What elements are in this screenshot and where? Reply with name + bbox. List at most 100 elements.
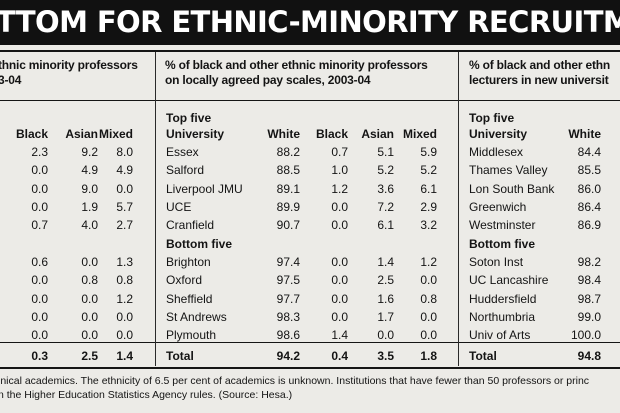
panel3-table-cell: 86.4 xyxy=(577,199,601,214)
panel3-table-cell: 98.7 xyxy=(577,291,601,306)
panel2-table-cell: 0.7 xyxy=(331,145,348,159)
panel1-table-cell: 0.0 xyxy=(81,309,98,324)
panel2-column-header: White xyxy=(267,127,300,141)
panel3-table-cell: 85.5 xyxy=(577,163,601,178)
panel2-table-cell: 6.1 xyxy=(377,218,394,233)
panel3-university-header: University xyxy=(469,127,528,141)
panel1-table-cell: 0.0 xyxy=(116,328,133,343)
panel2-table-cell: 2.5 xyxy=(377,273,394,288)
panel2-bottom-five-label: Bottom five xyxy=(166,237,232,251)
panel3-total-label: Total xyxy=(469,349,497,363)
panel2-table-cell: 98.3 xyxy=(276,309,300,324)
panel2-table-cell: 3.6 xyxy=(377,181,394,196)
panel3-university-name: Soton Inst xyxy=(469,255,524,269)
panel2-table-cell: 89.1 xyxy=(276,181,300,196)
panel2-table-cell: 5.1 xyxy=(377,145,394,159)
panel1-table-cell: 0.0 xyxy=(116,181,133,196)
panel3-university-name: Lon South Bank xyxy=(469,181,555,196)
panel1-table-cell: 0.0 xyxy=(116,309,133,324)
panel2-university-name: Essex xyxy=(166,145,199,159)
panel2-university-name: UCE xyxy=(166,199,192,214)
panel1-total-cell: 1.4 xyxy=(116,349,133,363)
panel2-table-cell: 1.2 xyxy=(420,255,437,269)
panel3-university-name: Westminster xyxy=(469,218,536,233)
panel1-table-cell: 1.9 xyxy=(81,199,98,214)
panel1-table-cell: 8.0 xyxy=(116,145,133,159)
column-divider-2 xyxy=(458,52,459,366)
panel3-university-name: Greenwich xyxy=(469,199,527,214)
panel2-table-cell: 97.4 xyxy=(276,255,300,269)
footnote-line-1: inical academics. The ethnicity of 6.5 p… xyxy=(0,375,590,387)
panel1-table-cell: 0.0 xyxy=(31,328,48,343)
panel1-total-cell: 0.3 xyxy=(31,349,48,363)
panel1-total-cell: 2.5 xyxy=(81,349,98,363)
panel1-table-cell: 0.7 xyxy=(31,218,48,233)
panel2-table-cell: 0.8 xyxy=(420,291,437,306)
panel1-table-cell: 0.8 xyxy=(116,273,133,288)
panel1-column-header: Mixed xyxy=(98,127,133,141)
panel2-table-cell: 1.2 xyxy=(331,181,348,196)
panel1-table-cell: 1.3 xyxy=(116,255,133,269)
panel2-table-cell: 5.2 xyxy=(420,163,437,178)
panel3-university-name: Thames Valley xyxy=(469,163,548,178)
panel3-bottom-five-label: Bottom five xyxy=(469,237,535,251)
panel2-table-cell: 89.9 xyxy=(276,199,300,214)
panel2-total-cell: 0.4 xyxy=(331,349,348,363)
header-rule xyxy=(0,100,620,101)
panel1-table-cell: 0.0 xyxy=(31,199,48,214)
panel2-table-cell: 97.7 xyxy=(276,291,300,306)
panel3-top-five-label: Top five xyxy=(469,110,515,125)
panel2-university-name: Liverpool JMU xyxy=(166,181,243,196)
panel2-heading-line-1: % of black and other ethnic minority pro… xyxy=(165,58,428,72)
panel2-table-cell: 1.7 xyxy=(377,309,394,324)
panel2-university-header: University xyxy=(166,127,225,141)
panel2-total-cell: 3.5 xyxy=(377,349,394,363)
panel1-column-header: Black xyxy=(15,127,48,141)
panel2-table-cell: 0.0 xyxy=(331,255,348,269)
panel3-table-cell: 86.0 xyxy=(577,181,601,196)
bottom-rule xyxy=(0,367,620,369)
panel2-table-cell: 0.0 xyxy=(331,199,348,214)
panel2-university-name: Sheffield xyxy=(166,291,213,306)
panel3-total-cell: 94.8 xyxy=(577,349,601,363)
panel2-table-cell: 7.2 xyxy=(377,199,394,214)
panel2-total-label: Total xyxy=(166,349,194,363)
panel3-column-header: White xyxy=(568,127,601,141)
panel1-table-cell: 2.3 xyxy=(31,145,48,159)
panel2-table-cell: 0.0 xyxy=(420,309,437,324)
panel1-table-cell: 4.9 xyxy=(81,163,98,178)
panel2-table-cell: 0.0 xyxy=(377,328,394,343)
panel2-table-cell: 1.4 xyxy=(331,328,348,343)
panel2-table-cell: 5.2 xyxy=(377,163,394,178)
panel2-university-name: Brighton xyxy=(166,255,211,269)
panel1-table-cell: 4.9 xyxy=(116,163,133,178)
panel1-table-cell: 4.0 xyxy=(81,218,98,233)
panel2-top-five-label: Top five xyxy=(166,110,212,125)
panel1-table-cell: 0.6 xyxy=(31,255,48,269)
panel3-university-name: UC Lancashire xyxy=(469,273,549,288)
panel1-table-cell: 0.0 xyxy=(81,255,98,269)
panel3-table-cell: 99.0 xyxy=(577,309,601,324)
panel2-university-name: Oxford xyxy=(166,273,203,288)
panel1-table-cell: 2.7 xyxy=(116,218,133,233)
panel2-university-name: Plymouth xyxy=(166,328,217,343)
panel3-table-cell: 98.4 xyxy=(577,273,601,288)
panel2-table-cell: 0.0 xyxy=(331,218,348,233)
panel2-table-cell: 0.0 xyxy=(420,328,437,343)
panel1-table-cell: 0.0 xyxy=(81,328,98,343)
panel2-column-header: Asian xyxy=(361,127,394,141)
panel2-column-header: Black xyxy=(315,127,348,141)
panel3-table-cell: 100.0 xyxy=(570,328,601,343)
panel3-table-cell: 98.2 xyxy=(577,255,601,269)
headline-title: TTOM FOR ETHNIC-MINORITY RECRUITMENT xyxy=(0,5,620,39)
panel1-table-cell: 0.0 xyxy=(31,273,48,288)
total-rule xyxy=(0,342,620,343)
panel2-table-cell: 5.9 xyxy=(420,145,437,159)
panel1-heading-line-2: 3-04 xyxy=(0,73,22,87)
panel2-table-cell: 0.0 xyxy=(331,273,348,288)
panel3-university-name: Northumbria xyxy=(469,309,536,324)
headline-banner: TTOM FOR ETHNIC-MINORITY RECRUITMENT xyxy=(0,0,620,45)
panel2-table-cell: 1.0 xyxy=(331,163,348,178)
panel3-university-name: Huddersfield xyxy=(469,291,537,306)
panel2-table-cell: 3.2 xyxy=(420,218,437,233)
